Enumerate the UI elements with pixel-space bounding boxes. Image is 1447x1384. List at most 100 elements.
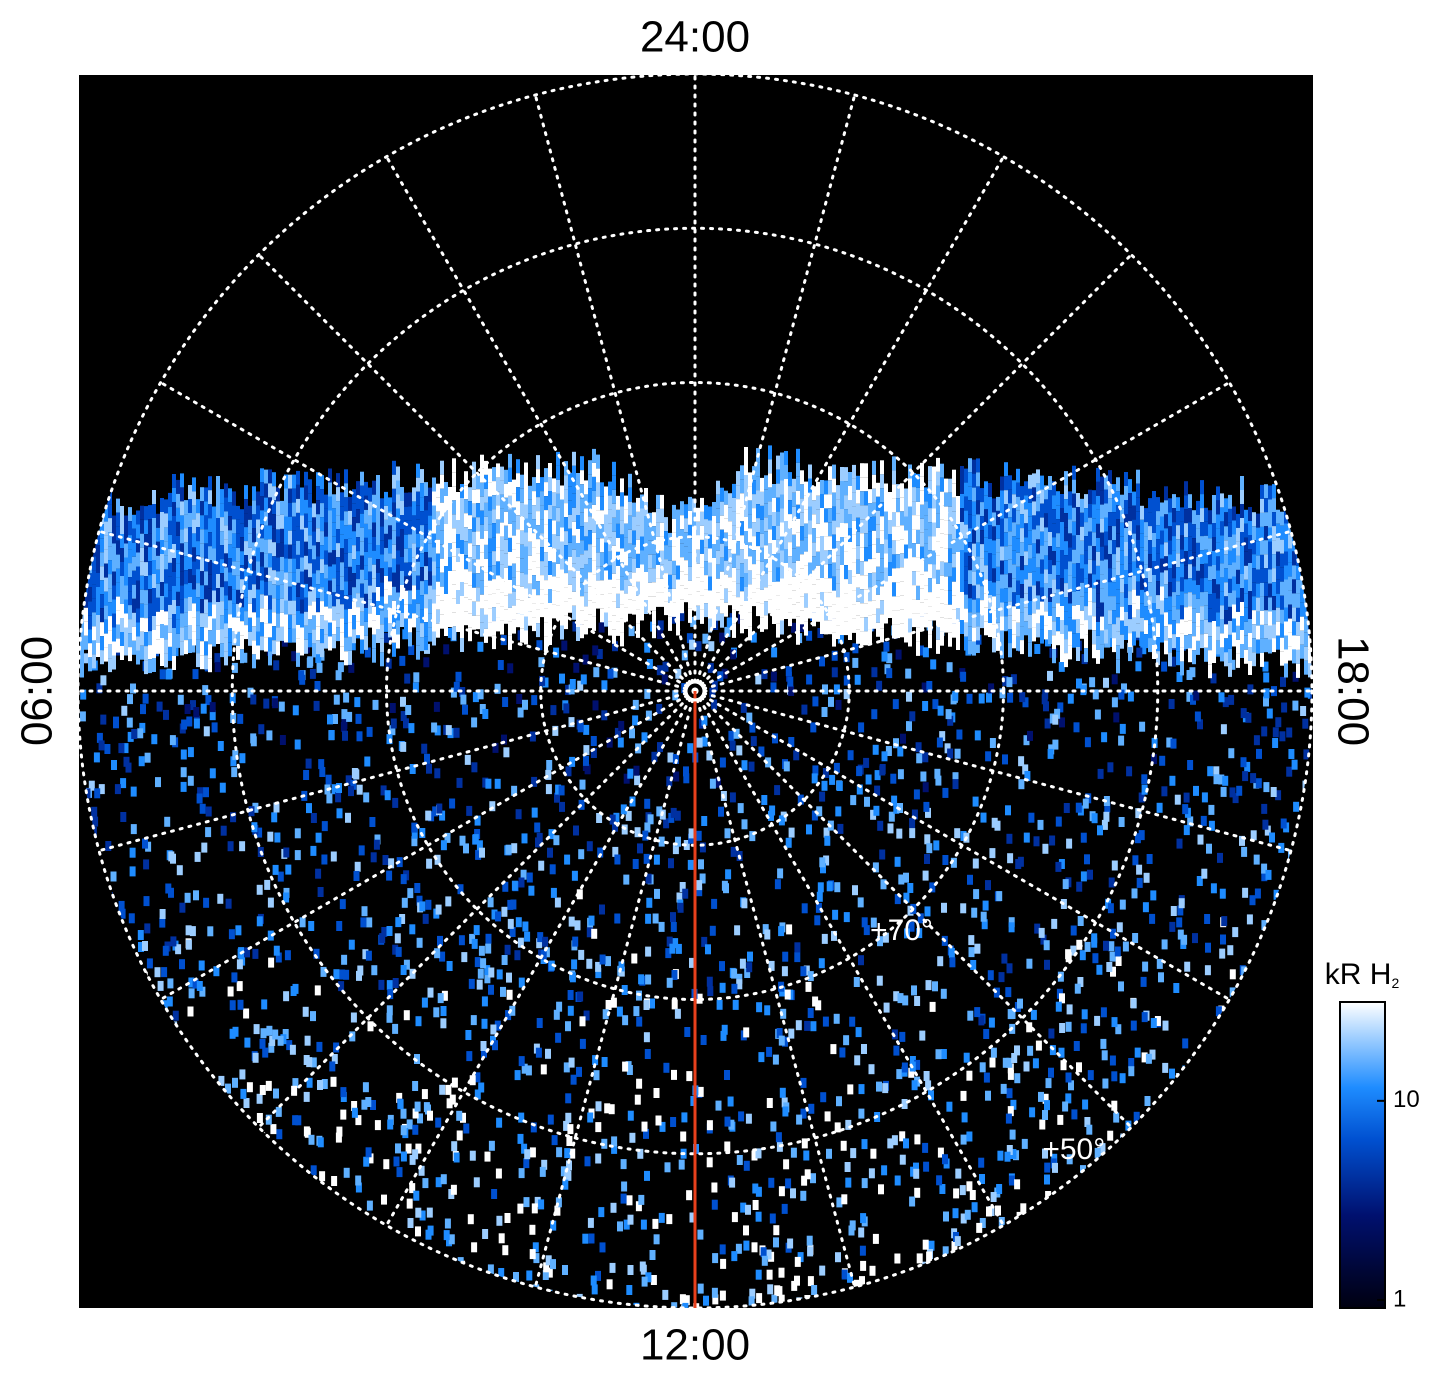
image-texture (596, 813, 603, 823)
image-texture (768, 960, 775, 971)
image-texture (388, 553, 392, 568)
image-texture (400, 1151, 407, 1162)
image-texture (596, 496, 600, 511)
image-texture (596, 524, 600, 539)
image-texture (974, 730, 981, 741)
image-texture (492, 742, 499, 753)
image-texture (745, 1204, 751, 1215)
image-texture (92, 654, 96, 669)
image-texture (852, 576, 856, 591)
image-texture (609, 814, 616, 825)
image-texture (387, 989, 394, 1000)
image-texture (406, 1119, 413, 1130)
image-texture (456, 1110, 463, 1121)
image-texture (720, 501, 724, 516)
image-texture (260, 580, 264, 595)
image-texture (389, 703, 396, 713)
image-texture (1023, 735, 1030, 746)
image-texture (507, 899, 514, 910)
image-texture (164, 569, 168, 584)
image-texture (1193, 785, 1199, 796)
image-texture (400, 965, 407, 975)
image-texture (1176, 672, 1183, 682)
image-texture (796, 588, 800, 603)
image-texture (264, 553, 268, 568)
image-texture (220, 825, 227, 836)
image-texture (1065, 1072, 1072, 1083)
image-texture (307, 656, 314, 667)
image-texture (192, 477, 196, 492)
image-texture (706, 1157, 713, 1168)
image-texture (426, 1207, 433, 1218)
image-texture (360, 527, 364, 542)
image-texture (128, 591, 132, 606)
image-texture (296, 512, 300, 527)
image-texture (913, 1168, 920, 1179)
image-texture (144, 562, 148, 577)
image-texture (769, 805, 776, 816)
image-texture (564, 601, 568, 616)
image-texture (988, 1017, 995, 1028)
image-texture (116, 582, 120, 597)
image-texture (1134, 833, 1141, 844)
image-texture (1122, 941, 1129, 952)
image-texture (292, 516, 296, 531)
image-texture (558, 785, 565, 796)
image-texture (168, 604, 172, 619)
image-texture (724, 518, 728, 533)
image-texture (432, 575, 436, 590)
image-texture (674, 1008, 681, 1019)
image-texture (548, 463, 552, 477)
image-texture (720, 543, 724, 558)
image-texture (560, 583, 564, 598)
image-texture (432, 491, 436, 506)
image-texture (899, 1154, 906, 1165)
image-texture (400, 696, 406, 707)
image-texture (1228, 694, 1235, 705)
image-texture (1263, 782, 1270, 793)
image-texture (833, 684, 840, 695)
image-texture (720, 487, 724, 502)
image-texture (227, 841, 234, 852)
image-texture (304, 625, 308, 640)
image-texture (966, 693, 973, 704)
image-texture (300, 585, 304, 600)
image-texture (248, 533, 252, 548)
image-texture (1044, 1162, 1051, 1173)
image-texture (686, 1190, 693, 1201)
image-texture (521, 1063, 528, 1074)
image-texture (636, 497, 640, 512)
image-texture (620, 478, 624, 493)
image-texture (355, 1175, 362, 1186)
image-texture (796, 630, 800, 645)
image-texture (411, 828, 418, 839)
image-texture (480, 566, 484, 581)
image-texture (1149, 913, 1156, 924)
image-texture (640, 1264, 647, 1275)
image-texture (876, 622, 880, 637)
image-texture (756, 476, 760, 491)
image-texture (755, 1186, 762, 1197)
image-texture (540, 491, 544, 506)
image-texture (472, 692, 479, 703)
image-texture (1103, 811, 1110, 822)
image-texture (460, 526, 464, 540)
image-texture (1009, 1129, 1016, 1140)
image-texture (576, 1066, 582, 1077)
image-texture (1006, 1057, 1013, 1068)
image-texture (502, 1245, 509, 1256)
image-texture (784, 989, 791, 1000)
image-texture (476, 475, 480, 490)
image-texture (1182, 804, 1189, 815)
image-texture (990, 1192, 997, 1202)
image-texture (937, 705, 944, 716)
image-texture (724, 602, 728, 617)
image-texture (548, 505, 552, 519)
image-texture (144, 632, 148, 647)
image-texture (844, 495, 848, 510)
image-texture (728, 563, 732, 578)
image-texture (600, 552, 604, 567)
image-texture (923, 1071, 930, 1081)
image-texture (648, 526, 652, 541)
image-texture (92, 598, 96, 613)
